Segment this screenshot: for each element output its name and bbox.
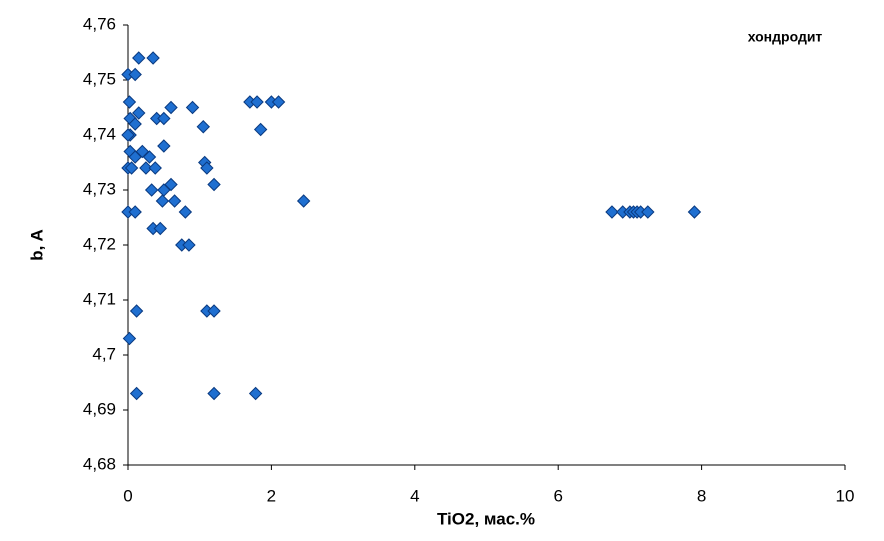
point: [164, 100, 178, 115]
point: [122, 331, 137, 346]
point: [687, 205, 702, 219]
y-tick-label: 4,75: [83, 69, 116, 88]
point: [139, 161, 153, 175]
point: [296, 194, 311, 208]
point: [128, 150, 142, 164]
point: [144, 183, 159, 197]
point: [121, 128, 135, 142]
x-tick-label: 10: [836, 486, 855, 505]
point: [155, 194, 170, 208]
point: [153, 221, 167, 236]
x-axis-label: TiO2, мас.%: [437, 509, 535, 528]
point: [157, 111, 171, 126]
point: [146, 51, 160, 65]
point: [142, 150, 157, 164]
point: [248, 386, 263, 401]
y-tick-label: 4,69: [83, 399, 116, 418]
y-tick-label: 4,71: [83, 289, 116, 308]
x-tick-label: 2: [267, 486, 276, 505]
point: [207, 386, 221, 401]
point: [182, 238, 196, 252]
y-tick-label: 4,76: [83, 14, 116, 33]
point: [641, 205, 655, 219]
point: [250, 95, 264, 109]
y-tick-label: 4,7: [92, 344, 116, 363]
point: [253, 122, 268, 137]
point: [167, 194, 182, 208]
point: [132, 106, 146, 120]
y-tick-label: 4,72: [83, 234, 116, 253]
point: [129, 386, 144, 401]
point: [128, 205, 142, 219]
point: [148, 161, 162, 175]
x-tick-label: 8: [697, 486, 706, 505]
point: [271, 95, 286, 109]
point: [178, 205, 193, 219]
point: [128, 117, 142, 131]
y-tick-label: 4,73: [83, 179, 116, 198]
point: [200, 161, 214, 175]
point: [185, 100, 200, 115]
x-tick-label: 6: [553, 486, 562, 505]
point: [128, 67, 142, 82]
point: [124, 161, 139, 175]
x-tick-label: 4: [410, 486, 419, 505]
y-axis-label: b, A: [27, 229, 46, 260]
point: [132, 51, 146, 65]
y-tick-label: 4,68: [83, 454, 116, 473]
y-tick-label: 4,74: [83, 124, 116, 143]
point: [129, 304, 144, 318]
annotation: хондродит: [748, 29, 823, 45]
point: [157, 139, 171, 153]
point: [207, 177, 221, 192]
point: [605, 205, 619, 219]
x-tick-label: 0: [123, 486, 132, 505]
point: [207, 304, 221, 318]
point: [122, 95, 137, 109]
point: [196, 120, 210, 134]
